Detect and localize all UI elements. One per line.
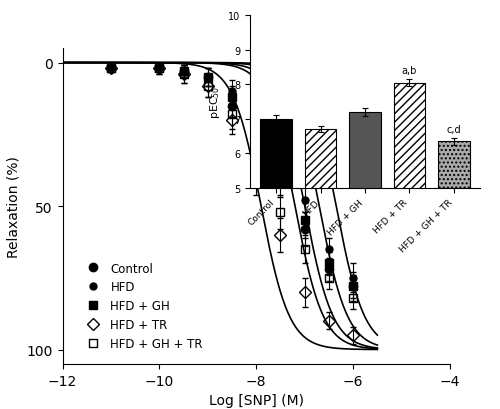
Text: a,b: a,b — [402, 66, 417, 76]
Y-axis label: Relaxation (%): Relaxation (%) — [7, 156, 21, 257]
Bar — [394, 83, 425, 360]
Bar — [305, 130, 336, 360]
Y-axis label: pEC$_{50}$: pEC$_{50}$ — [208, 85, 222, 119]
Bar — [260, 119, 292, 360]
Bar — [438, 142, 470, 360]
Text: c,d: c,d — [446, 124, 462, 134]
X-axis label: Log [SNP] (M): Log [SNP] (M) — [209, 393, 304, 407]
Legend: Control, HFD, HFD + GH, HFD + TR, HFD + GH + TR: Control, HFD, HFD + GH, HFD + TR, HFD + … — [76, 257, 208, 355]
Bar — [350, 112, 380, 360]
